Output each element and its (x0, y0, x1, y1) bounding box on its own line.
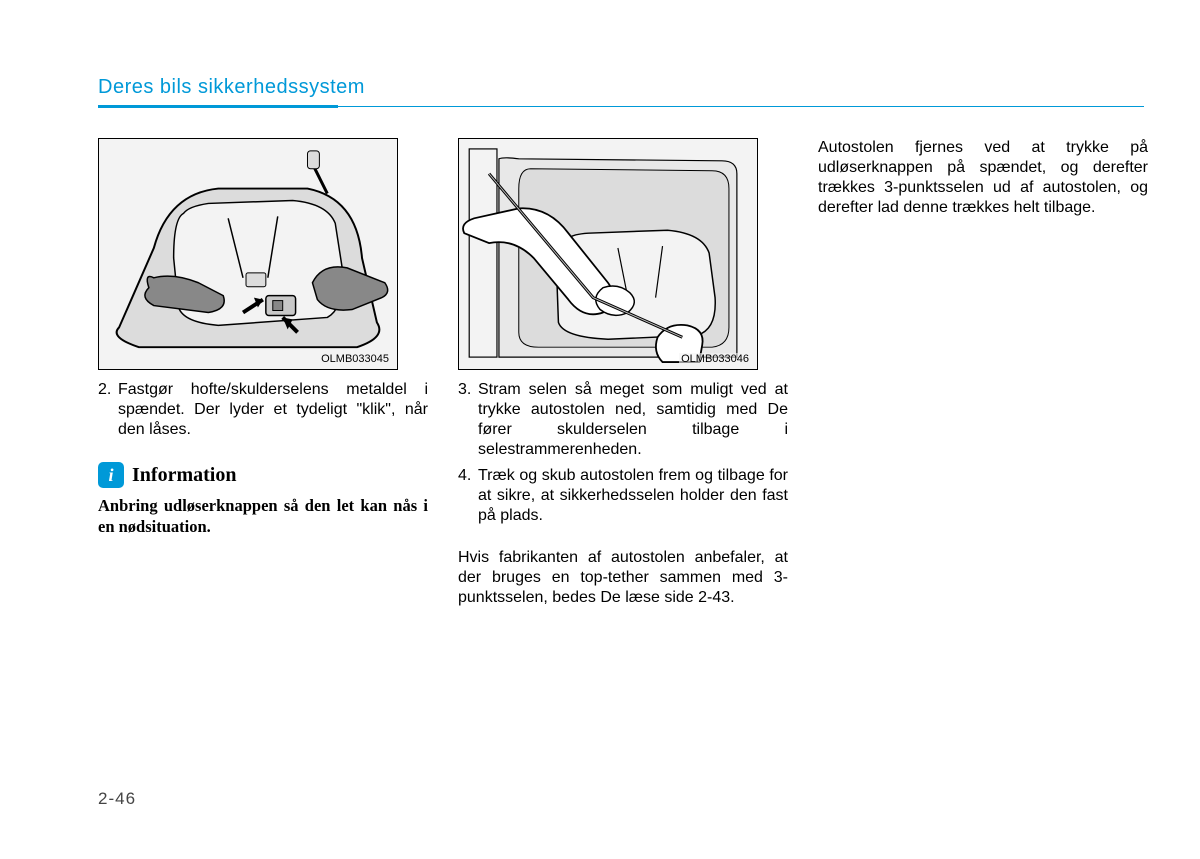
step-3-text: Stram selen så meget som muligt ved at t… (478, 380, 788, 460)
column-3: Autostolen fjernes ved at trykke på udlø… (818, 138, 1148, 608)
column-2: OLMB033046 3. Stram selen så meget som m… (458, 138, 788, 608)
rule-thick (98, 105, 338, 108)
figure-2: OLMB033046 (458, 138, 758, 370)
step-2-number: 2. (98, 380, 118, 440)
step-3-number: 3. (458, 380, 478, 460)
section-title: Deres bils sikkerhedssystem (98, 76, 1144, 105)
information-heading: i Information (98, 462, 428, 488)
carseat-tighten-illustration (459, 139, 757, 369)
info-icon: i (98, 462, 124, 488)
figure-1-code: OLMB033045 (319, 353, 391, 365)
content-columns: OLMB033045 2. Fastgør hofte/skulderselen… (98, 138, 1144, 608)
page-header: Deres bils sikkerhedssystem (98, 76, 1144, 108)
step-2: 2. Fastgør hofte/skulderselens metaldel … (98, 380, 428, 440)
removal-paragraph: Autostolen fjernes ved at trykke på udlø… (818, 138, 1148, 218)
step-4-number: 4. (458, 466, 478, 526)
figure-1: OLMB033045 (98, 138, 398, 370)
information-text: Anbring udløserknappen så den let kan nå… (98, 496, 428, 537)
page-number: 2-46 (98, 789, 136, 809)
header-rule (98, 105, 1144, 108)
step-4: 4. Træk og skub autostolen frem og tilba… (458, 466, 788, 526)
rule-thin (338, 106, 1144, 107)
manufacturer-note: Hvis fabrikanten af autostolen anbefaler… (458, 548, 788, 608)
figure-2-code: OLMB033046 (679, 353, 751, 365)
step-4-text: Træk og skub autostolen frem og tilbage … (478, 466, 788, 526)
column-1: OLMB033045 2. Fastgør hofte/skulderselen… (98, 138, 428, 608)
info-label: Information (132, 464, 236, 487)
carseat-buckle-illustration (99, 139, 397, 369)
step-2-text: Fastgør hofte/skulderselens metaldel i s… (118, 380, 428, 440)
step-3: 3. Stram selen så meget som muligt ved a… (458, 380, 788, 460)
